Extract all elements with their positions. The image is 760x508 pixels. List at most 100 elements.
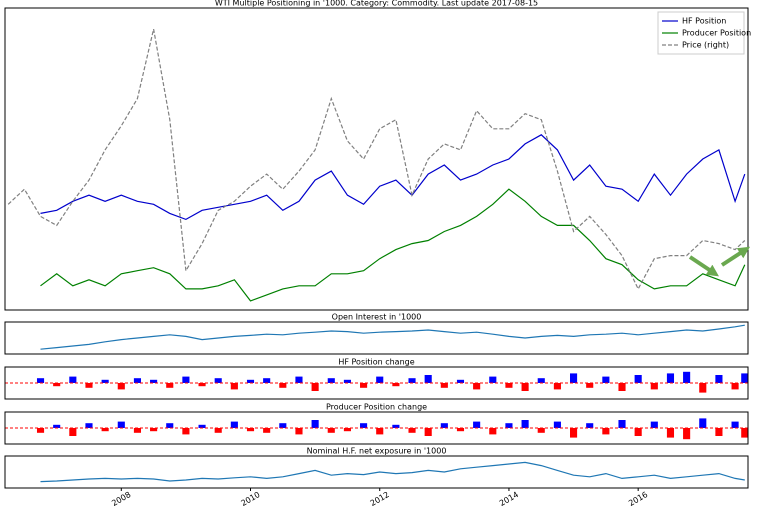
bar xyxy=(214,428,222,433)
bar xyxy=(150,428,158,432)
bar xyxy=(230,383,238,390)
x-tick-label: 2016 xyxy=(627,490,649,508)
legend-label: Producer Position xyxy=(682,29,751,38)
bar xyxy=(424,428,432,436)
bar xyxy=(53,383,61,387)
bar xyxy=(360,423,368,428)
bar xyxy=(699,383,707,393)
bar xyxy=(246,428,255,432)
bar xyxy=(618,420,626,428)
bar xyxy=(741,373,749,383)
bar xyxy=(505,423,513,428)
bar xyxy=(440,383,448,388)
bar xyxy=(408,378,416,383)
bar xyxy=(279,423,287,428)
arrow xyxy=(688,255,719,277)
arrow xyxy=(720,246,751,267)
bar xyxy=(166,423,174,428)
bar xyxy=(343,379,351,383)
bar xyxy=(311,420,319,428)
x-tick-label: 2014 xyxy=(498,490,520,508)
bar xyxy=(246,379,255,383)
bar xyxy=(182,428,190,435)
bar xyxy=(699,418,707,428)
bar xyxy=(392,383,400,387)
bar xyxy=(263,428,271,433)
bar xyxy=(618,383,626,391)
bar xyxy=(117,383,125,390)
bar xyxy=(473,383,481,390)
bar xyxy=(521,383,529,391)
bar xyxy=(198,424,206,428)
bar xyxy=(473,421,481,428)
series-line xyxy=(7,28,746,291)
bar xyxy=(683,428,691,440)
plot-title: HF Position change xyxy=(338,358,414,367)
bar xyxy=(683,371,691,383)
bar xyxy=(489,428,497,435)
series-line xyxy=(40,461,745,483)
bar xyxy=(650,421,658,428)
bar xyxy=(553,421,561,428)
bar xyxy=(634,375,642,383)
annotation-arrows xyxy=(688,246,751,277)
bar xyxy=(295,376,303,383)
bar xyxy=(150,379,158,383)
x-tick-label: 2010 xyxy=(239,490,261,508)
plot-title: Open Interest in '1000 xyxy=(332,313,422,322)
x-tick-label: 2008 xyxy=(110,490,132,508)
bar xyxy=(602,376,610,383)
series-line xyxy=(40,134,746,221)
bar xyxy=(537,378,545,383)
bar xyxy=(489,376,497,383)
bar xyxy=(36,378,45,383)
plot-frame xyxy=(4,366,749,400)
bar xyxy=(101,379,109,383)
bar xyxy=(666,373,675,383)
bar xyxy=(715,428,723,436)
series-line xyxy=(40,188,746,302)
bar xyxy=(634,428,642,436)
bar xyxy=(133,428,142,433)
x-tick-label: 2012 xyxy=(369,490,391,508)
bar xyxy=(85,383,93,388)
bar xyxy=(650,383,658,390)
plot-title: WTI Multiple Positioning in '1000. Categ… xyxy=(215,0,538,8)
legend-label: Price (right) xyxy=(682,41,729,50)
bar xyxy=(569,373,578,383)
bar xyxy=(456,428,465,432)
bar xyxy=(741,428,749,438)
bar xyxy=(505,383,513,388)
bar xyxy=(666,428,675,438)
bar xyxy=(392,424,400,428)
plot-title: Producer Position change xyxy=(326,403,427,412)
bar xyxy=(360,383,368,388)
bar xyxy=(101,428,109,432)
bar xyxy=(36,428,45,433)
bar xyxy=(133,378,142,383)
bar xyxy=(117,421,125,428)
plot-frame xyxy=(4,455,749,489)
bar xyxy=(327,428,335,433)
bar xyxy=(586,383,594,388)
bar xyxy=(69,428,77,436)
bar xyxy=(537,428,545,433)
bar xyxy=(553,383,561,390)
bar xyxy=(376,376,384,383)
bar xyxy=(408,428,416,433)
bar xyxy=(521,420,529,428)
bar xyxy=(343,428,351,432)
bar xyxy=(731,421,739,428)
bar xyxy=(602,428,610,435)
bar xyxy=(569,428,578,438)
bar xyxy=(166,383,174,388)
bar xyxy=(327,378,335,383)
plot-frame xyxy=(4,411,749,445)
bar xyxy=(53,424,61,428)
bar xyxy=(311,383,319,391)
bar xyxy=(376,428,384,435)
bar xyxy=(85,423,93,428)
plot-frame xyxy=(4,7,749,311)
bar xyxy=(182,376,190,383)
